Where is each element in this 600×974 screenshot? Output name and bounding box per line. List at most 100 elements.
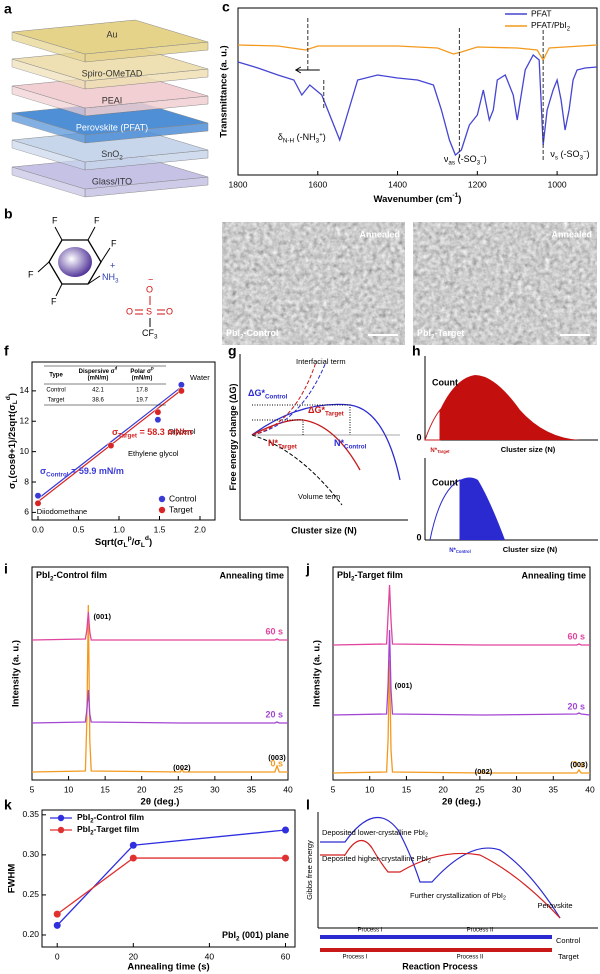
text-part: PbI <box>226 328 240 338</box>
process-label: Process II <box>467 928 494 934</box>
y-tick-label: 10 <box>20 446 30 456</box>
text-part: − <box>583 148 587 155</box>
text-part: PbI <box>77 824 90 834</box>
data-point <box>53 910 61 918</box>
x-axis-label: Cluster size (N) <box>291 525 357 535</box>
text-part: L <box>12 478 19 482</box>
plot-frame <box>31 566 289 781</box>
atom: F <box>51 296 57 306</box>
process-name: Target <box>558 952 580 961</box>
sem-label: PbI2-Target <box>417 328 464 340</box>
x-tick-label: 1.0 <box>113 524 125 534</box>
text-part: 3 <box>115 277 119 284</box>
x-tick-label: 1600 <box>308 179 327 189</box>
annotation: ΔG*Target <box>308 405 345 417</box>
annotation: Annealing time <box>521 570 586 580</box>
text-part: ) <box>7 393 18 396</box>
x-tick-label: 25 <box>475 784 485 794</box>
aromatic-circle <box>58 247 92 277</box>
curve <box>251 361 327 436</box>
text-part: N* <box>334 438 344 448</box>
peak-label: (002) <box>173 763 191 772</box>
text-part: ΔG* <box>248 388 265 398</box>
text-part: σ <box>112 427 118 437</box>
text-part: NH <box>102 272 115 282</box>
text-part: (001) plane <box>239 930 289 940</box>
peak-label: (002) <box>475 767 493 776</box>
text-part: /σ <box>132 537 142 548</box>
text-part: -1 <box>452 192 458 199</box>
text-part: 2 <box>236 935 240 942</box>
annotation: νs (-SO3−) <box>550 148 589 161</box>
atom: CF3 <box>142 328 158 340</box>
layer <box>11 19 209 55</box>
atom: O <box>126 306 133 316</box>
text-part: (-NH <box>294 132 316 142</box>
layer-label: Au <box>106 29 117 39</box>
legend-label: Target <box>169 504 193 514</box>
bond <box>87 275 101 285</box>
plot-frame <box>31 361 216 521</box>
annotation: Deposited higher-crystalline PbI2 <box>322 854 431 865</box>
text-part: ) <box>458 194 461 205</box>
layer-label: Perovskite (PFAT) <box>76 122 148 132</box>
text-part: N-H <box>283 137 295 144</box>
text-part: − <box>480 153 484 160</box>
text-part: p <box>128 535 132 542</box>
table-cell: Control <box>46 388 65 394</box>
panel-label: l <box>306 797 310 813</box>
annotation: N*Control <box>449 548 471 554</box>
text-part: + <box>319 131 323 138</box>
x-tick-label: 40 <box>585 784 595 794</box>
curve <box>320 839 561 919</box>
curve <box>251 419 361 471</box>
x-tick-label: 20 <box>129 951 139 961</box>
text-part: Control <box>344 443 367 450</box>
text-part: L <box>12 400 19 404</box>
y-axis-label: Intensity (a. u.) <box>312 640 323 707</box>
panel-label: c <box>222 0 230 15</box>
shift-arrow <box>294 66 320 74</box>
text-part: 2 <box>567 26 570 32</box>
text-part: Control <box>46 471 69 478</box>
bond <box>37 261 50 273</box>
point-label: Ethylene glycol <box>128 449 179 458</box>
table-cell: 17.8 <box>136 388 148 394</box>
y-tick-label: 8 <box>24 476 29 486</box>
process-label: Process I <box>357 928 382 934</box>
plot-frame <box>41 809 296 948</box>
data-line <box>332 659 590 774</box>
text-part: ) <box>587 149 590 159</box>
panel-label: b <box>4 206 13 222</box>
text-part: N* <box>449 548 456 554</box>
bond <box>55 283 63 297</box>
legend-swatch <box>158 495 166 503</box>
text-part: Dispersive σ <box>79 369 115 375</box>
annotation: ΔG*Control <box>248 388 288 400</box>
text-part: Further crystallization of PbI <box>410 891 503 900</box>
atom: O <box>146 284 153 294</box>
table-cell: Target <box>48 398 65 404</box>
x-tick-label: 30 <box>210 784 220 794</box>
text-part: 3 <box>316 137 320 144</box>
process-label: Process II <box>457 955 484 961</box>
text-part: PbI <box>337 570 351 580</box>
annotation: νas (-SO3−) <box>444 153 487 166</box>
x-tick-label: 40 <box>283 784 293 794</box>
y-axis-label: Gibbs free energy <box>305 840 314 900</box>
panel-label: f <box>4 343 9 359</box>
y-axis-label: Intensity (a. u.) <box>11 640 22 707</box>
process-label: Process I <box>342 955 367 961</box>
text-part: Target <box>118 432 138 439</box>
axis-zero: 0 <box>416 532 421 542</box>
panel-label: k <box>4 797 12 813</box>
series-label: 60 s <box>567 631 585 641</box>
data-point <box>281 854 289 862</box>
text-part: Wavenumber (cm <box>374 194 453 205</box>
curve <box>320 816 561 919</box>
charge: + <box>110 260 115 270</box>
y-axis-label: Count <box>432 377 458 387</box>
x-tick-label: 40 <box>205 951 215 961</box>
x-tick-label: 1.5 <box>154 524 166 534</box>
